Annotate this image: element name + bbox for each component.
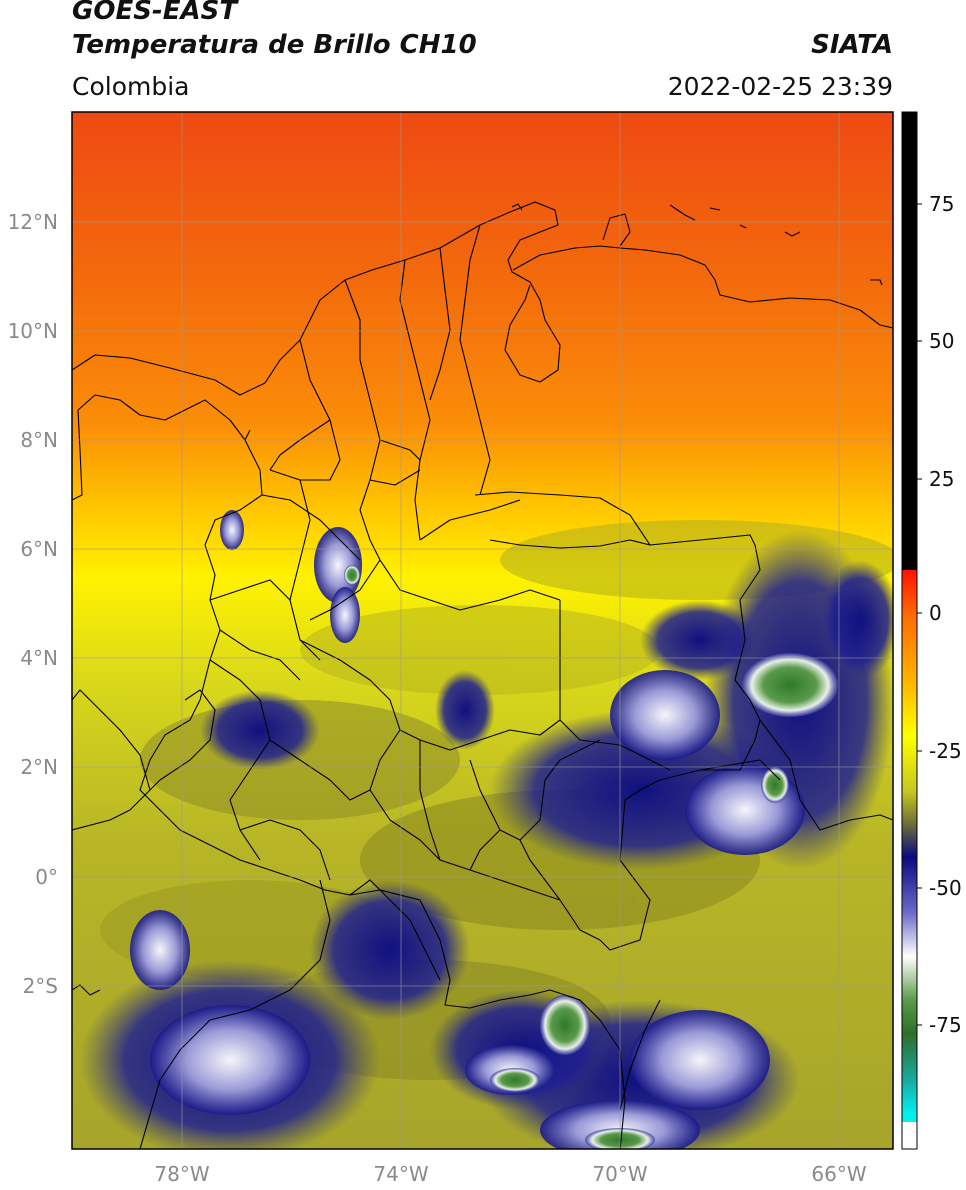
lat-tick-label: 0° xyxy=(35,865,58,889)
lon-tick-label: 74°W xyxy=(373,1162,428,1186)
colorbar: 75 50 25 0 -25 -50 -75 xyxy=(901,111,962,1150)
colorbar-gradient xyxy=(902,570,917,1122)
colorbar-tick-label: 50 xyxy=(929,329,954,353)
lat-tick-label: 6°N xyxy=(20,537,58,561)
lon-tick-label: 78°W xyxy=(154,1162,209,1186)
lat-tick-label: 12°N xyxy=(8,210,58,234)
cold-cloud-green xyxy=(344,565,838,1149)
colorbar-tick-label: -25 xyxy=(929,739,962,763)
lat-tick-label: 2°N xyxy=(20,755,58,779)
product-title: Temperatura de Brillo CH10 xyxy=(72,30,477,60)
lat-tick-label: 8°N xyxy=(20,428,58,452)
map-field xyxy=(72,112,893,1149)
lat-tick-label: 10°N xyxy=(8,319,58,343)
lon-tick-label: 70°W xyxy=(592,1162,647,1186)
lat-tick-label: 4°N xyxy=(20,646,58,670)
colorbar-tick-label: 25 xyxy=(929,467,954,491)
colorbar-tick-label: -50 xyxy=(929,876,962,900)
colorbar-warm-segment xyxy=(902,112,917,570)
satellite-title: GOES-EAST xyxy=(72,0,238,26)
colorbar-tick-label: 0 xyxy=(929,601,942,625)
lon-tick-label: 66°W xyxy=(811,1162,866,1186)
graticule xyxy=(72,112,893,1149)
colorbar-bottom-segment xyxy=(902,1122,917,1149)
timestamp-label: 2022-02-25 23:39 xyxy=(667,72,893,101)
cold-cloud-white xyxy=(130,510,805,1149)
colorbar-frame xyxy=(901,111,918,1150)
colorbar-tick-label: -75 xyxy=(929,1013,962,1037)
map-frame xyxy=(71,111,894,1150)
source-label: SIATA xyxy=(811,30,893,60)
colorbar-tick-label: 75 xyxy=(929,192,954,216)
coastlines-and-borders xyxy=(72,201,893,1149)
lat-tick-label: 2°S xyxy=(23,974,58,998)
region-label: Colombia xyxy=(72,72,190,101)
